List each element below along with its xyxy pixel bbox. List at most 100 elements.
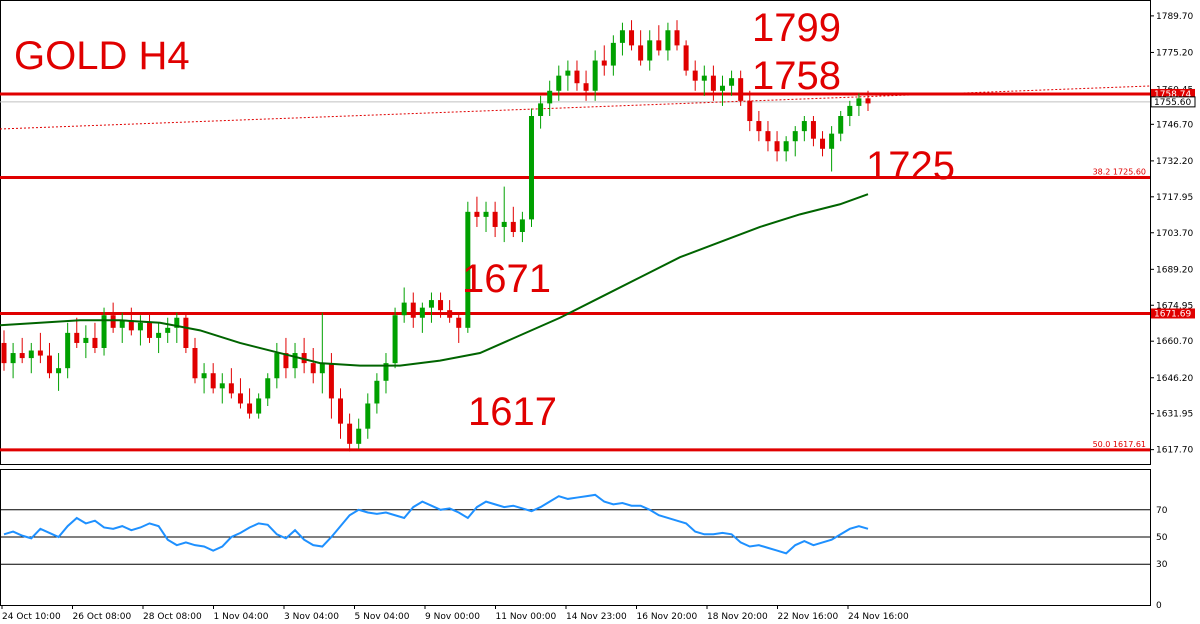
candle-body bbox=[147, 322, 153, 338]
current-price-label: 1755.60 bbox=[1154, 98, 1191, 108]
time-tick-label: 26 Oct 08:00 bbox=[73, 612, 132, 622]
candle-body bbox=[310, 363, 316, 374]
candle-body bbox=[256, 398, 262, 414]
candle-body bbox=[183, 317, 189, 348]
candle-body bbox=[547, 90, 553, 104]
level-fib-label: 38.2 1725.60 bbox=[1093, 168, 1146, 177]
candle-body bbox=[665, 30, 671, 51]
candle-body bbox=[865, 98, 871, 104]
level-fib-label: 50.0 1617.61 bbox=[1093, 440, 1146, 449]
candle-body bbox=[456, 317, 462, 328]
candle-body bbox=[765, 131, 771, 142]
candle-body bbox=[83, 337, 89, 343]
time-tick-label: 28 Oct 08:00 bbox=[143, 612, 202, 622]
candle-body bbox=[738, 78, 744, 101]
candle-body bbox=[374, 380, 380, 404]
chart-title: GOLD H4 bbox=[14, 34, 190, 78]
candle-body bbox=[619, 30, 625, 43]
price-tick-label: 1631.95 bbox=[1156, 410, 1193, 420]
candle-body bbox=[683, 45, 689, 71]
candle-body bbox=[201, 373, 207, 379]
annotation-1671: 1671 bbox=[462, 257, 551, 301]
candle-body bbox=[219, 383, 225, 389]
candle-body bbox=[174, 317, 180, 328]
candle-body bbox=[565, 70, 571, 76]
price-tick-label: 1789.70 bbox=[1156, 12, 1193, 22]
candle-body bbox=[656, 40, 662, 51]
candle-body bbox=[647, 40, 653, 61]
candle-body bbox=[592, 60, 598, 91]
candle-body bbox=[528, 116, 534, 220]
candle-body bbox=[283, 353, 289, 369]
candle-body bbox=[538, 103, 544, 116]
candle-body bbox=[610, 42, 616, 66]
candle-body bbox=[447, 310, 453, 318]
price-tick-label: 1646.20 bbox=[1156, 374, 1193, 384]
time-tick-label: 16 Nov 20:00 bbox=[637, 612, 698, 622]
candle-body bbox=[556, 75, 562, 91]
price-tick-label: 1674.95 bbox=[1156, 301, 1193, 311]
price-tick-label: 1775.20 bbox=[1156, 48, 1193, 58]
candle-body bbox=[601, 60, 607, 66]
level-price-label: 1758.74 bbox=[1154, 90, 1191, 100]
price-tick-label: 1689.20 bbox=[1156, 265, 1193, 275]
time-tick-label: 1 Nov 04:00 bbox=[214, 612, 269, 622]
candle-body bbox=[510, 221, 516, 232]
candle-body bbox=[419, 307, 425, 318]
time-tick-label: 22 Nov 16:00 bbox=[778, 612, 839, 622]
candle-body bbox=[1, 342, 7, 364]
candle-body bbox=[292, 353, 298, 369]
price-tick-label: 1732.20 bbox=[1156, 157, 1193, 167]
candle-body bbox=[474, 211, 480, 217]
candle-body bbox=[847, 105, 853, 116]
rsi-tick-label: 70 bbox=[1156, 506, 1168, 516]
candle-body bbox=[65, 332, 71, 369]
candle-body bbox=[356, 428, 362, 444]
candle-body bbox=[110, 315, 116, 328]
candle-body bbox=[638, 45, 644, 61]
candle-body bbox=[674, 30, 680, 46]
moving-average-line bbox=[0, 193, 869, 367]
candle-body bbox=[629, 30, 635, 46]
price-tick-label: 1717.95 bbox=[1156, 193, 1193, 203]
candle-body bbox=[301, 353, 307, 364]
price-tick-label: 1660.70 bbox=[1156, 337, 1193, 347]
rsi-tick-label: 50 bbox=[1156, 533, 1168, 543]
candle-body bbox=[838, 116, 844, 134]
time-tick-label: 24 Nov 16:00 bbox=[848, 612, 909, 622]
candle-body bbox=[692, 70, 698, 81]
time-tick-label: 5 Nov 04:00 bbox=[355, 612, 410, 622]
candle-body bbox=[792, 131, 798, 142]
candle-body bbox=[10, 353, 16, 364]
trend-line bbox=[0, 85, 1151, 130]
candle-body bbox=[756, 121, 762, 132]
candle-body bbox=[774, 141, 780, 152]
rsi-line bbox=[3, 493, 869, 555]
level-price-label: 1671.69 bbox=[1154, 309, 1191, 319]
candle-body bbox=[583, 83, 589, 91]
candle-body bbox=[747, 100, 753, 122]
current-price-box bbox=[1150, 96, 1196, 108]
time-tick-label: 24 Oct 10:00 bbox=[2, 612, 61, 622]
candle-body bbox=[119, 320, 125, 328]
candle-body bbox=[19, 353, 25, 359]
candle-body bbox=[228, 383, 234, 394]
candle-body bbox=[192, 348, 198, 379]
time-tick-label: 11 Nov 00:00 bbox=[496, 612, 557, 622]
candle-body bbox=[801, 121, 807, 132]
candle-body bbox=[319, 363, 325, 374]
candle-body bbox=[156, 332, 162, 338]
annotation-1799: 1799 bbox=[752, 6, 841, 50]
candle-body bbox=[438, 300, 444, 311]
level-price-box bbox=[1151, 88, 1195, 99]
annotation-1617: 1617 bbox=[468, 390, 557, 434]
candle-body bbox=[101, 315, 107, 348]
price-tick-label: 1617.70 bbox=[1156, 446, 1193, 456]
candle-body bbox=[237, 393, 243, 404]
candle-body bbox=[365, 403, 371, 429]
candle-body bbox=[501, 221, 507, 227]
candle-body bbox=[574, 70, 580, 84]
candle-body bbox=[410, 302, 416, 318]
candle-body bbox=[328, 363, 334, 399]
